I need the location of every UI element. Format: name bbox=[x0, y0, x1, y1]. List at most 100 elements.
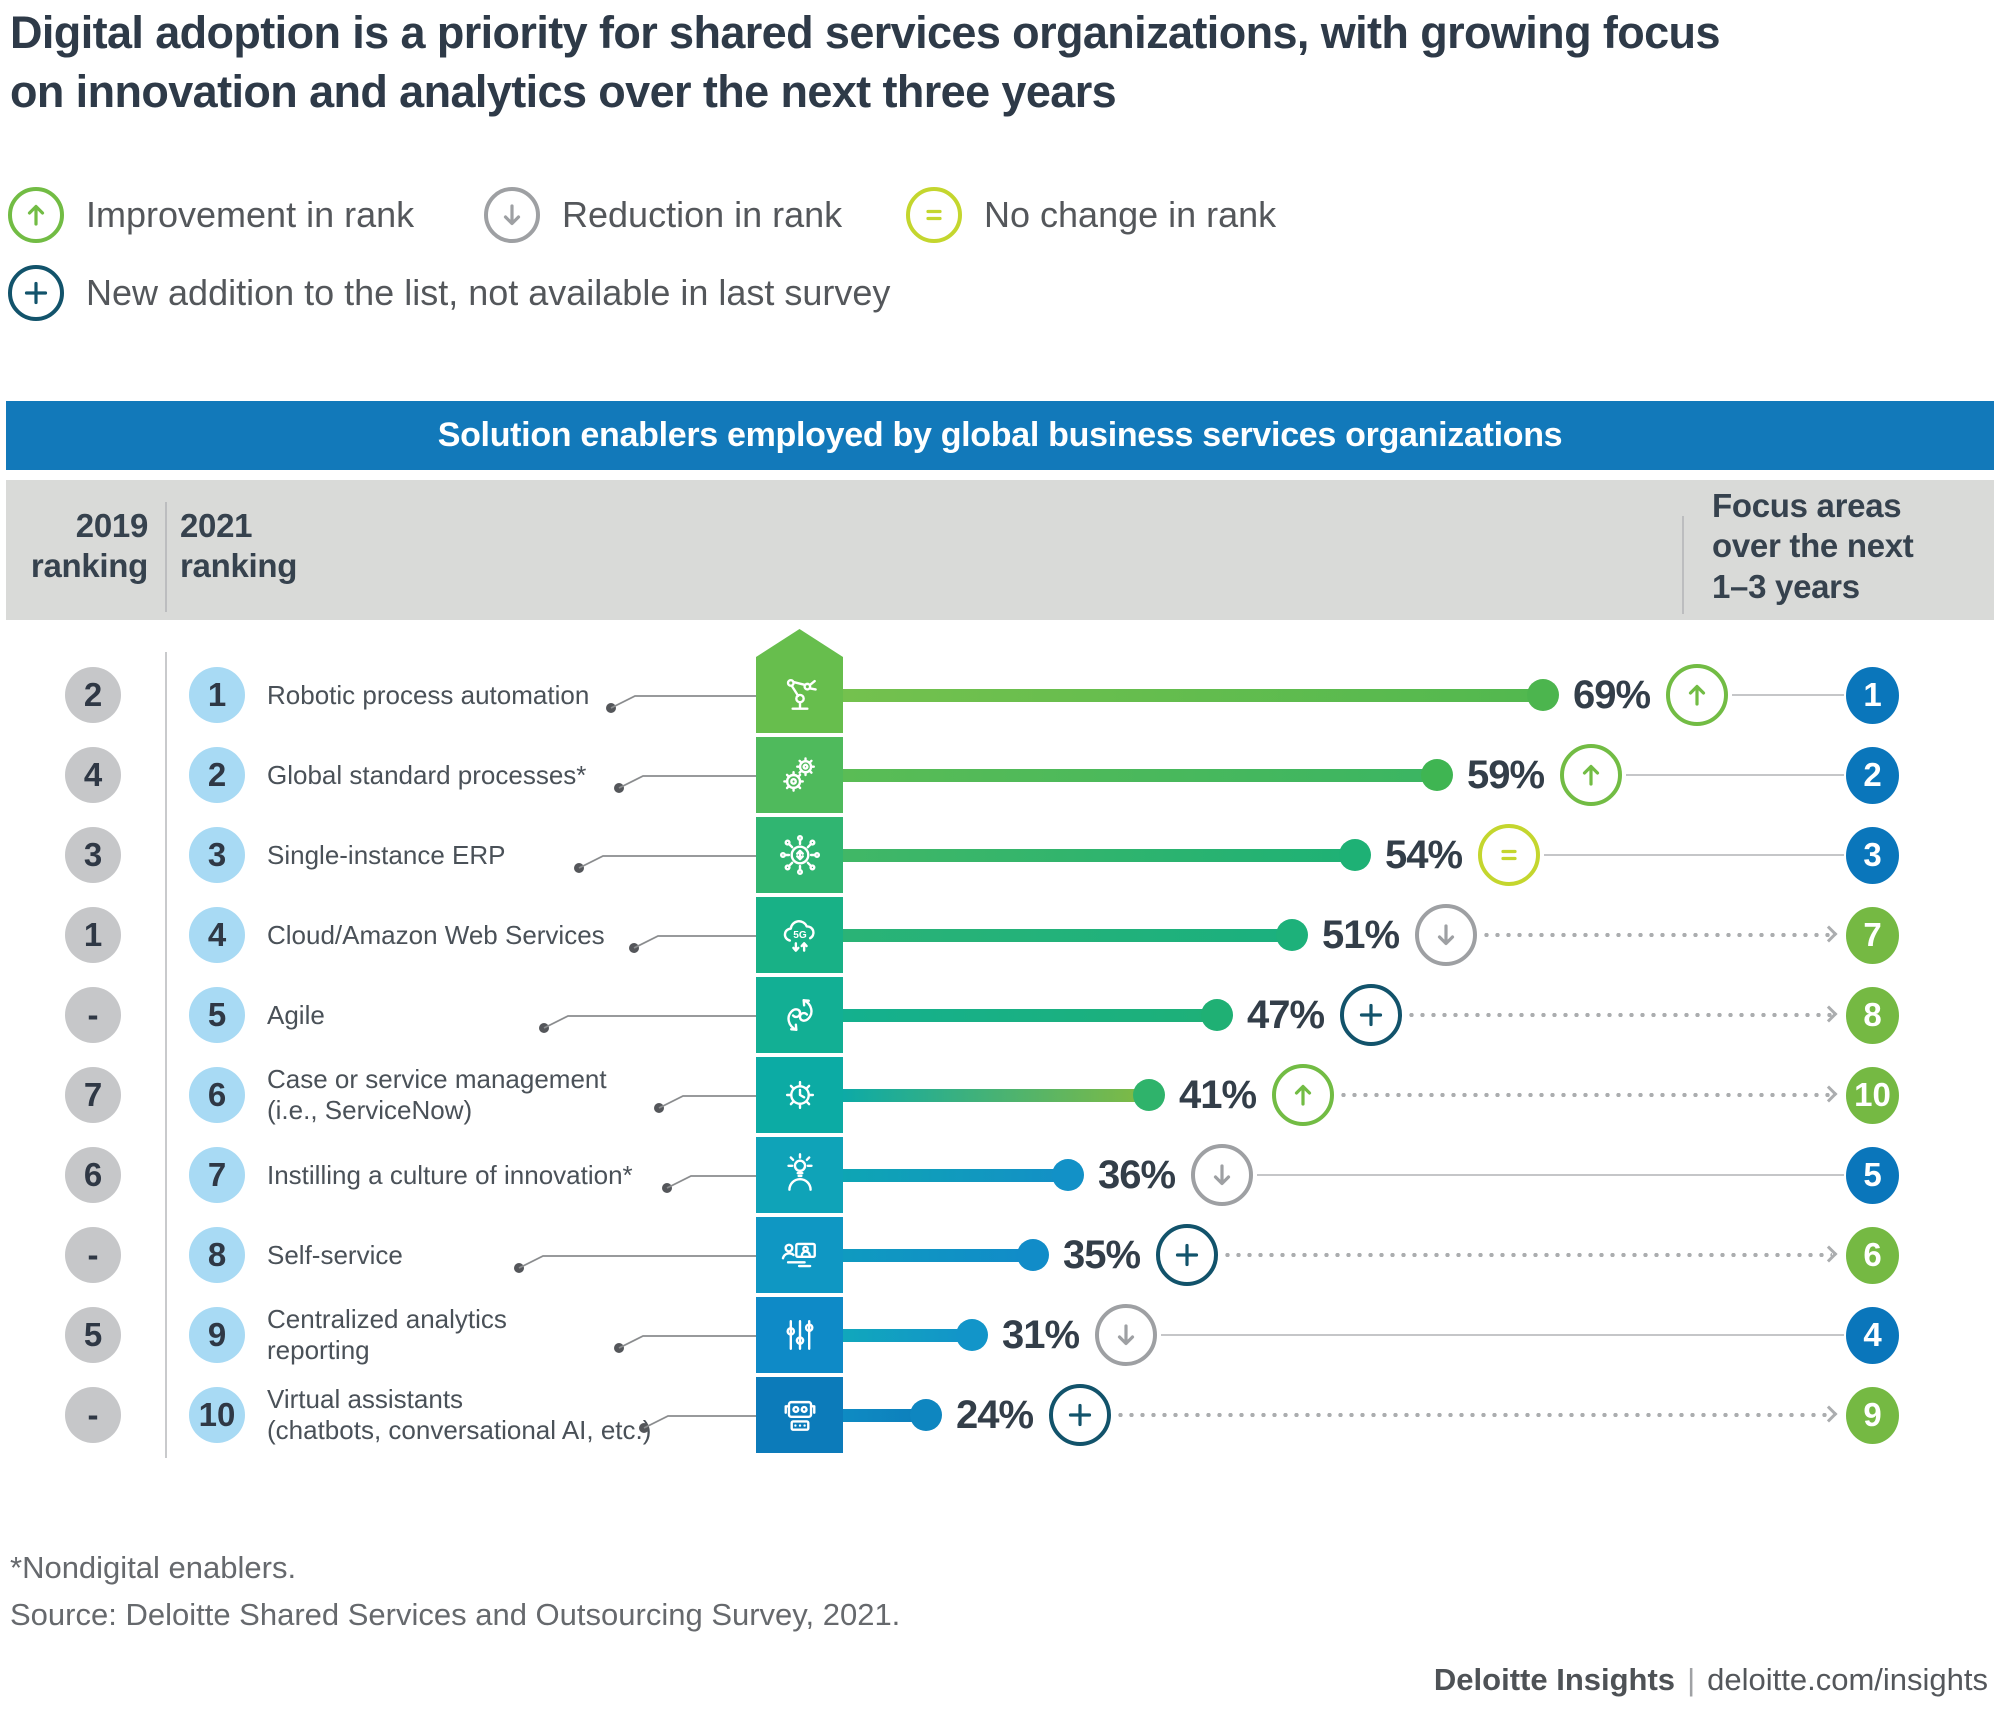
brand-name: Deloitte Insights bbox=[1433, 1662, 1676, 1697]
pipeline-segment: 5G bbox=[756, 897, 843, 973]
rank-2021-badge: 1 bbox=[189, 667, 245, 723]
enabler-row: 6 7 Instilling a culture of innovation* 36%… bbox=[0, 1135, 2000, 1215]
reduction-icon bbox=[1415, 904, 1478, 966]
service-gear-icon bbox=[785, 1080, 814, 1110]
rank-2019-badge: 6 bbox=[65, 1147, 121, 1203]
enabler-label: Instilling a culture of innovation* bbox=[267, 1159, 633, 1190]
value-bar bbox=[843, 1328, 963, 1342]
column-header-band bbox=[6, 480, 1994, 620]
footnote-source: Source: Deloitte Shared Services and Out… bbox=[10, 1596, 901, 1632]
robot-head-icon bbox=[784, 1400, 815, 1431]
enabler-label: Cloud/Amazon Web Services bbox=[267, 919, 605, 950]
new-addition-icon bbox=[1049, 1384, 1112, 1446]
brand-url: deloitte.com/insights bbox=[1707, 1662, 1988, 1697]
row-measure: 69% 1 bbox=[843, 655, 1899, 735]
gears-icon bbox=[782, 757, 815, 792]
analytics-sliders-icon bbox=[785, 1320, 814, 1350]
row-measure: 51% 7 bbox=[843, 895, 1899, 975]
enabler-row: 5 9 Centralized analytics reporting 31% 4 bbox=[0, 1295, 2000, 1375]
legend-label: Improvement in rank bbox=[86, 194, 415, 235]
rank-2019-badge: - bbox=[65, 1227, 121, 1283]
value-dot bbox=[1276, 919, 1308, 951]
row-measure: 35% 6 bbox=[843, 1215, 1899, 1295]
value-dot bbox=[956, 1319, 988, 1351]
enabler-label: Agile bbox=[267, 999, 325, 1030]
leader-line bbox=[629, 935, 756, 953]
footnote-asterisk: *Nondigital enablers. bbox=[10, 1550, 297, 1585]
row-measure: 47% 8 bbox=[843, 975, 1899, 1055]
rank-2021-badge: 3 bbox=[189, 827, 245, 883]
focus-rank-badge: 10 bbox=[1846, 1066, 1899, 1124]
row-measure: 59% 2 bbox=[843, 735, 1899, 815]
page-title: Digital adoption is a priority for share… bbox=[10, 7, 1720, 117]
focus-connector bbox=[1115, 1413, 1832, 1417]
rank-2021-badge: 10 bbox=[189, 1387, 245, 1443]
focus-connector bbox=[1222, 1253, 1832, 1257]
value-dot bbox=[1133, 1079, 1165, 1111]
pipeline-segment bbox=[756, 1217, 843, 1293]
improvement-icon bbox=[1560, 744, 1623, 806]
rank-2019-badge: 3 bbox=[65, 827, 121, 883]
leader-line bbox=[614, 775, 756, 793]
focus-rank-badge: 4 bbox=[1846, 1306, 1899, 1364]
enabler-row: 3 3 Single-instance ERP 54% 3 bbox=[0, 815, 2000, 895]
leader-line bbox=[654, 1095, 756, 1113]
column-header-2019: 2019 ranking bbox=[30, 507, 148, 585]
value-label: 35% bbox=[1063, 1232, 1141, 1277]
rank-2019-badge: 2 bbox=[65, 667, 121, 723]
pipeline-segment bbox=[756, 1137, 843, 1213]
value-bar bbox=[843, 1008, 1208, 1022]
rank-2019-badge: - bbox=[65, 1387, 121, 1443]
rank-2019-badge: 5 bbox=[65, 1307, 121, 1363]
row-measure: 54% 3 bbox=[843, 815, 1899, 895]
reduction-icon bbox=[1095, 1304, 1158, 1366]
focus-rank-badge: 8 bbox=[1846, 986, 1899, 1044]
value-label: 47% bbox=[1247, 992, 1325, 1037]
value-label: 41% bbox=[1179, 1072, 1257, 1117]
improvement-icon bbox=[8, 187, 64, 243]
legend-item: Improvement in rank bbox=[8, 186, 414, 244]
value-label: 54% bbox=[1385, 832, 1463, 877]
legend-item: New addition to the list, not available … bbox=[8, 264, 890, 322]
agile-arrows-icon bbox=[786, 999, 813, 1031]
rank-2019-badge: 7 bbox=[65, 1067, 121, 1123]
brand-separator: | bbox=[1687, 1662, 1696, 1697]
focus-rank-badge: 2 bbox=[1846, 746, 1899, 804]
pipeline-segment bbox=[756, 1377, 843, 1453]
enabler-row: - 10 Virtual assistants (chatbots, convers… bbox=[0, 1375, 2000, 1455]
focus-connector bbox=[1257, 1174, 1844, 1176]
value-label: 24% bbox=[956, 1392, 1034, 1437]
focus-rank-badge: 6 bbox=[1846, 1226, 1899, 1284]
enabler-label: Virtual assistants (chatbots, conversati… bbox=[267, 1384, 652, 1445]
value-dot bbox=[1339, 839, 1371, 871]
enabler-label: Centralized analytics reporting bbox=[267, 1304, 507, 1365]
reduction-icon bbox=[1191, 1144, 1254, 1206]
leader-line bbox=[662, 1175, 756, 1193]
rank-2021-badge: 8 bbox=[189, 1227, 245, 1283]
legend-item: No change in rank bbox=[906, 186, 1276, 244]
value-bar bbox=[843, 768, 1428, 782]
rank-2021-badge: 2 bbox=[189, 747, 245, 803]
value-bar bbox=[843, 928, 1283, 942]
footnote: *Nondigital enablers. Source: Deloitte S… bbox=[10, 1545, 900, 1638]
value-dot bbox=[1421, 759, 1453, 791]
row-measure: 36% 5 bbox=[843, 1135, 1899, 1215]
focus-divider bbox=[1682, 516, 1684, 614]
innovation-person-icon bbox=[786, 1153, 813, 1191]
value-bar bbox=[843, 1248, 1024, 1262]
rank-2021-badge: 6 bbox=[189, 1067, 245, 1123]
focus-connector bbox=[1544, 854, 1844, 856]
new-addition-icon bbox=[1156, 1224, 1219, 1286]
reduction-icon bbox=[484, 187, 540, 243]
robot-arm-icon bbox=[786, 679, 817, 710]
value-bar bbox=[843, 688, 1534, 702]
svg-text:5G: 5G bbox=[793, 930, 807, 941]
pipeline-segment bbox=[756, 817, 843, 893]
enabler-row: 4 2 Global standard processes* 59% 2 bbox=[0, 735, 2000, 815]
row-measure: 31% 4 bbox=[843, 1295, 1899, 1375]
rank-2021-badge: 9 bbox=[189, 1307, 245, 1363]
focus-connector bbox=[1338, 1093, 1832, 1097]
legend-label: Reduction in rank bbox=[562, 194, 843, 235]
pipeline-segment bbox=[756, 629, 843, 733]
